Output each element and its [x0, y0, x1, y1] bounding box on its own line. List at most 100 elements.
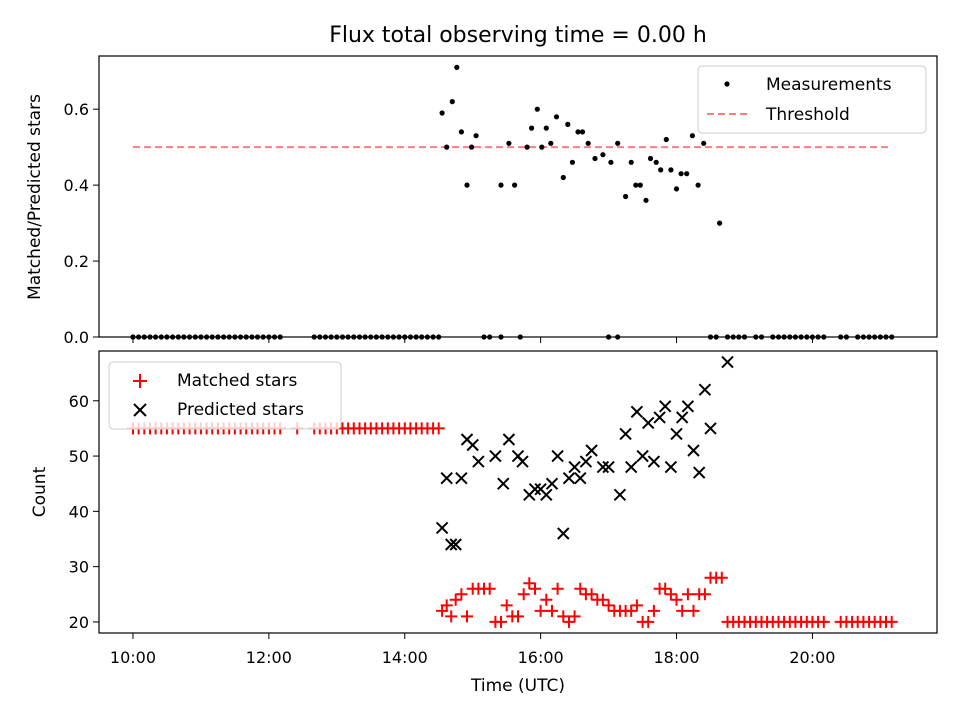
predicted-star-point: [630, 405, 644, 419]
measurement-point: [569, 159, 576, 165]
predicted-star-point: [698, 383, 712, 396]
measurement-point: [575, 129, 581, 135]
top-y-tick-label: 0.0: [64, 328, 89, 347]
matched-star-point: [440, 599, 453, 612]
predicted-star-point: [435, 521, 449, 535]
matched-star-point: [534, 604, 547, 617]
bottom-x-tick-label: 12:00: [246, 648, 292, 667]
bottom-y-axis-label: Count: [30, 466, 50, 517]
measurement-point: [623, 193, 629, 200]
predicted-star-point: [653, 411, 666, 424]
matched-star-point: [676, 604, 689, 617]
bottom-subplot: 20 30 40 50 60 10:00 12:00 14:00 16:00 18:00 20:0…: [30, 350, 938, 696]
matched-star-point: [574, 582, 587, 595]
predicted-star-point: [602, 460, 615, 474]
matched-star-point: [698, 588, 711, 601]
matched-star-point: [659, 582, 672, 595]
top-x-ticks: [132, 337, 813, 343]
predicted-star-point: [574, 471, 587, 485]
predicted-star-point: [455, 471, 468, 485]
matched-star-point: [596, 593, 609, 606]
measurement-point: [439, 110, 445, 116]
predicted-star-point: [692, 466, 706, 479]
measurement-point: [673, 186, 680, 192]
measurement-point: [637, 182, 643, 188]
matched-star-point: [642, 615, 655, 628]
measurement-point: [560, 174, 566, 181]
predicted-star-point: [721, 355, 734, 369]
measurement-point: [643, 197, 649, 203]
measurement-point: [498, 182, 504, 188]
predicted-star-point: [557, 527, 570, 540]
predicted-star-point: [585, 444, 598, 457]
matched-star-point: [483, 582, 496, 595]
matched-star-point: [563, 615, 575, 628]
bottom-x-tick-label: 18:00: [653, 648, 699, 667]
matched-star-point: [449, 593, 462, 606]
measurement-point: [511, 182, 518, 188]
measurement-point: [689, 133, 696, 139]
bottom-legend-box: [108, 361, 342, 430]
measurement-point: [600, 152, 606, 158]
predicted-star-point: [466, 438, 479, 452]
bottom-axes-frame: [98, 350, 938, 634]
predicted-star-point: [619, 427, 632, 441]
matched-stars-legend-label: Matched stars: [177, 371, 297, 391]
matched-star-point: [681, 588, 694, 601]
predicted-star-point: [540, 488, 553, 502]
measurement-point: [663, 136, 669, 143]
matched-star-point: [432, 422, 445, 435]
measurement-point: [539, 144, 545, 150]
matched-star-point: [461, 610, 473, 623]
top-axes-frame: [98, 55, 938, 338]
top-legend-box: [697, 65, 927, 134]
measurement-point: [695, 182, 701, 188]
bottom-x-tick-label: 20:00: [789, 648, 835, 667]
predicted-star-point: [489, 449, 502, 463]
predicted-star-point: [613, 488, 627, 502]
measurement-point: [454, 64, 460, 70]
predicted-star-point: [551, 449, 564, 463]
matched-star-point: [557, 610, 570, 623]
top-y-tick-label: 0.6: [64, 100, 89, 119]
top-subplot: 0.0 0.2 0.4 0.6 Matched/Predicted stars Mea…: [25, 55, 938, 347]
bottom-y-tick-label: 40: [69, 502, 89, 521]
matched-star-point: [540, 593, 553, 606]
predicted-stars-legend-label: Predicted stars: [177, 400, 304, 420]
measurement-point: [543, 125, 549, 131]
measurement-point: [717, 220, 723, 226]
predicted-star-point: [444, 538, 458, 551]
measurement-point: [701, 140, 707, 146]
matched-star-point: [445, 610, 458, 623]
predicted-star-point: [579, 455, 593, 468]
measurement-point: [464, 182, 470, 188]
measurements-legend-label: Measurements: [766, 75, 892, 95]
predicted-star-point: [516, 455, 529, 468]
predicted-star-point: [641, 416, 655, 430]
top-legend: Measurements Threshold: [697, 65, 927, 134]
measurement-point: [579, 129, 586, 135]
predicted-star-point: [687, 444, 700, 457]
predicted-star-point: [675, 411, 689, 424]
predicted-star-point: [664, 460, 678, 474]
predicted-star-point: [704, 422, 717, 435]
figure-title: Flux total observing time = 0.00 h: [329, 23, 707, 48]
bottom-legend: Matched stars Predicted stars: [108, 361, 342, 430]
matched-stars-legend-marker: [133, 374, 147, 388]
threshold-legend-label: Threshold: [765, 105, 850, 125]
matched-star-point: [625, 604, 638, 617]
matched-star-point: [715, 571, 728, 584]
bottom-y-tick-label: 60: [69, 392, 89, 411]
measurement-point: [585, 140, 591, 146]
measurement-point: [647, 155, 654, 162]
matched-star-point: [585, 588, 598, 601]
matched-star-point: [817, 615, 830, 628]
bottom-y-tick-label: 30: [69, 558, 89, 577]
matched-star-point: [517, 588, 530, 601]
predicted-star-point: [440, 471, 453, 485]
predicted-star-point: [624, 460, 638, 474]
measurement-point: [458, 129, 464, 135]
bottom-x-axis: 10:00 12:00 14:00 16:00 18:00 20:00: [110, 633, 835, 667]
top-y-axis-label: Matched/Predicted stars: [25, 94, 45, 300]
matched-star-point: [523, 577, 536, 590]
